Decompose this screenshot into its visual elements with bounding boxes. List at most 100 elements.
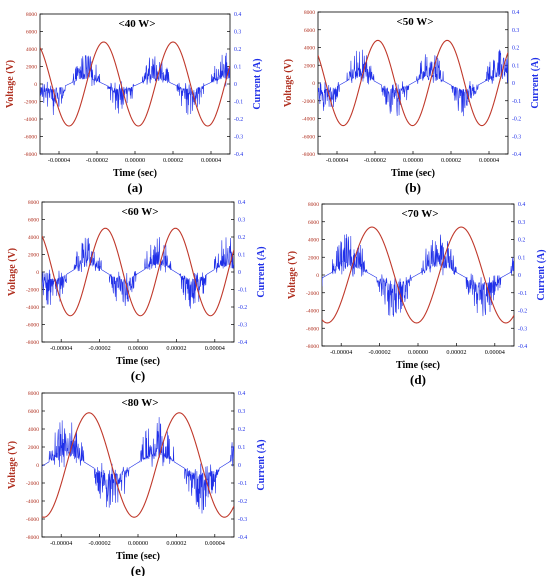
right-tick-label: 0.2 <box>512 46 519 52</box>
right-tick-label: 0.2 <box>234 47 241 53</box>
current-series-line <box>42 237 234 309</box>
x-tick-label: 0.00000 <box>403 157 423 164</box>
left-tick-label: -4000 <box>26 305 39 311</box>
right-tick-label: -0.2 <box>512 117 521 123</box>
current-series-line <box>40 52 230 115</box>
left-tick-label: -2000 <box>26 288 39 294</box>
right-tick-label: 0.4 <box>518 202 525 208</box>
x-axis-title: Time (sec) <box>113 168 157 179</box>
x-tick-label: 0.00002 <box>166 345 186 352</box>
left-tick-label: -8000 <box>26 535 39 541</box>
left-tick-label: 4000 <box>308 238 319 244</box>
x-tick-label: -0.00002 <box>369 349 391 356</box>
x-tick-label: 0.00002 <box>441 157 461 164</box>
left-tick-label: -4000 <box>26 499 39 505</box>
left-tick-label: 6000 <box>28 218 39 224</box>
left-axis-title: Voltage (V) <box>287 251 298 299</box>
x-tick-label: 0.00000 <box>128 345 148 352</box>
left-tick-label: 6000 <box>28 409 39 415</box>
left-tick-label: -2000 <box>26 481 39 487</box>
x-axis-title: Time (sec) <box>116 356 160 367</box>
chart-panel-5: 8000 6000 4000 2000 0 -2000 -4000 -6000 -8000 0.4… <box>7 391 267 578</box>
left-tick-label: 0 <box>312 81 315 87</box>
x-tick-label: -0.00004 <box>330 349 352 356</box>
right-axis-title: Current (A) <box>536 249 547 300</box>
left-tick-label: -2000 <box>302 99 315 105</box>
right-tick-label: -0.3 <box>238 517 247 523</box>
right-tick-label: -0.4 <box>518 344 527 350</box>
x-tick-label: -0.00004 <box>50 345 72 352</box>
right-tick-label: -0.1 <box>518 291 527 297</box>
left-axis-title: Voltage (V) <box>5 60 16 108</box>
panel-label: (c) <box>131 368 145 383</box>
voltage-series-line <box>42 227 234 317</box>
left-tick-label: 4000 <box>304 46 315 52</box>
right-axis-title: Current (A) <box>252 58 263 109</box>
right-tick-label: -0.3 <box>512 134 521 140</box>
left-axis-title: Voltage (V) <box>7 248 18 296</box>
x-tick-label: -0.00002 <box>89 540 111 547</box>
series-group <box>42 412 234 518</box>
right-tick-label: 0.3 <box>238 218 245 224</box>
x-tick-label: -0.00004 <box>50 540 72 547</box>
right-tick-label: 0.3 <box>238 409 245 415</box>
left-tick-label: 8000 <box>304 10 315 16</box>
left-tick-label: 0 <box>316 273 319 279</box>
right-tick-label: -0.4 <box>234 152 243 158</box>
voltage-series-line <box>318 39 508 127</box>
panel-title: <80 W> <box>121 397 158 409</box>
left-tick-label: -6000 <box>26 517 39 523</box>
panel-label: (a) <box>127 180 142 195</box>
left-axis-title: Voltage (V) <box>283 59 294 107</box>
panel-label: (d) <box>410 372 426 387</box>
right-tick-label: -0.3 <box>238 323 247 329</box>
x-axis-title: Time (sec) <box>396 360 440 371</box>
right-tick-label: 0.1 <box>238 445 245 451</box>
series-group <box>322 226 514 324</box>
x-tick-label: 0.00000 <box>128 540 148 547</box>
x-axis-title: Time (sec) <box>116 551 160 562</box>
left-tick-label: 6000 <box>304 28 315 34</box>
left-tick-label: 2000 <box>28 445 39 451</box>
right-tick-label: 0 <box>518 273 521 279</box>
right-tick-label: 0.2 <box>238 235 245 241</box>
x-tick-label: 0.00004 <box>205 345 225 352</box>
right-axis-title: Current (A) <box>256 246 267 297</box>
chart-panel-2: 8000 6000 4000 2000 0 -2000 -4000 -6000 -8000 0.4… <box>283 10 541 195</box>
left-tick-label: 4000 <box>26 47 37 53</box>
left-tick-label: -2000 <box>24 100 37 106</box>
left-tick-label: 2000 <box>26 65 37 71</box>
x-tick-label: 0.00000 <box>408 349 428 356</box>
left-tick-label: 8000 <box>28 391 39 397</box>
left-tick-label: -4000 <box>306 309 319 315</box>
panel-title: <70 W> <box>401 208 438 220</box>
panel-title: <50 W> <box>396 16 433 28</box>
left-tick-label: -6000 <box>26 323 39 329</box>
x-tick-label: 0.00002 <box>166 540 186 547</box>
right-tick-label: 0.1 <box>238 253 245 259</box>
right-tick-label: 0 <box>238 463 241 469</box>
right-tick-label: 0.1 <box>512 63 519 69</box>
series-group <box>40 41 230 127</box>
series-group <box>42 227 234 317</box>
left-tick-label: -8000 <box>24 152 37 158</box>
right-axis-title: Current (A) <box>530 57 541 108</box>
right-tick-label: -0.1 <box>512 99 521 105</box>
x-tick-label: 0.00002 <box>163 157 183 164</box>
left-tick-label: 2000 <box>28 253 39 259</box>
left-axis-title: Voltage (V) <box>7 441 18 489</box>
right-tick-label: 0.3 <box>512 28 519 34</box>
x-tick-label: 0.00004 <box>485 349 505 356</box>
right-tick-label: 0.4 <box>238 200 245 206</box>
current-series-line <box>42 417 234 514</box>
left-tick-label: -6000 <box>302 134 315 140</box>
left-tick-label: 0 <box>36 270 39 276</box>
right-tick-label: -0.2 <box>518 309 527 315</box>
current-series-line <box>318 49 508 117</box>
x-tick-label: -0.00002 <box>89 345 111 352</box>
left-tick-label: 8000 <box>28 200 39 206</box>
x-tick-label: 0.00000 <box>125 157 145 164</box>
right-tick-label: -0.4 <box>238 340 247 346</box>
